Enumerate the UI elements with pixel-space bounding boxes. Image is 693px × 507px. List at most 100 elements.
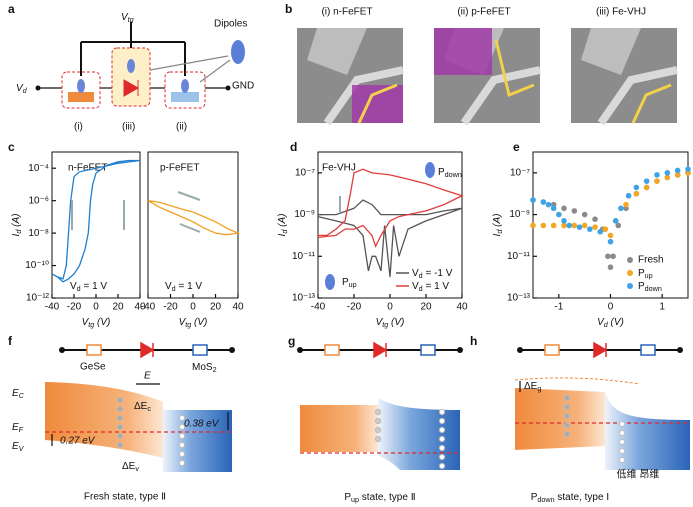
x-tick-label: -20 [163,302,178,313]
data-point [581,222,588,229]
charge [563,421,571,429]
x-axis-label-sub: tg [382,320,388,329]
x-tick-label: -40 [141,302,156,313]
data-point [607,264,614,270]
drain-label-sub: d [23,86,28,95]
device-label: (ii) [176,122,187,133]
x-axis-label-sub: tg [185,320,191,329]
charge [618,447,626,455]
dipole [181,79,189,93]
drain-label: Vd [16,83,28,95]
ev-label: EV [12,441,25,453]
flake [581,28,641,75]
legend-swatch [627,283,633,289]
data-point [685,166,691,172]
charge [618,429,626,437]
mos2-band [378,398,460,470]
legend-label: Pdown [638,281,662,293]
terminal [225,85,231,91]
charge [618,420,626,428]
charge [563,412,571,420]
x-axis-label: Vtg (V) [376,317,405,329]
x-axis-label: Vtg (V) [82,317,111,329]
x-tick-label: 0 [93,302,99,313]
terminal [677,347,683,353]
x-axis-label-rest: (V) [388,317,404,328]
electrode [460,66,541,126]
ef-label-main: E [12,422,19,433]
y-axis-label-rest: (A) [11,214,22,230]
annotation-main: V [165,281,172,292]
diode [123,79,140,97]
dev-label-main: ΔE [122,461,136,472]
y-axis-label-main: I [492,233,503,236]
image-title: (ii) p-FeFET [457,7,510,18]
legend-label-main: P [638,268,645,279]
data-point [664,174,671,181]
gap-label: 0.38 eV [184,419,220,430]
x-axis-label-rest: (V) [94,317,110,328]
flake [307,28,367,75]
n-device [544,344,560,356]
y-tick-label: 10⁻⁶ [28,195,49,206]
gate-label: Vtg [121,12,134,24]
x-axis-label-sub: d [604,320,609,329]
annotation: Pdown [438,167,462,179]
y-axis-label-rest: (A) [492,214,503,230]
annotation: Pup [342,277,357,289]
data-point [556,211,562,218]
charge [438,417,446,425]
data-line [317,199,463,278]
x-tick-label: 40 [232,302,244,313]
ground-label: GND [232,81,254,92]
x-axis-label-rest: (V) [608,317,624,328]
electrode [323,66,404,126]
data-point [654,172,660,178]
device-box [61,71,101,109]
ec-label: EC [12,388,25,400]
data-point [674,167,681,174]
charge [563,403,571,411]
panel-label: a [8,2,15,16]
dev-label: ΔEv [122,461,139,473]
charge [438,462,446,470]
gate-label-sub: tg [128,15,134,24]
y-tick-label: 10⁻¹³ [507,293,531,304]
data-point [633,184,640,191]
image-title: (iii) Fe-VHJ [596,7,646,18]
gese-band [45,382,163,458]
charge [438,453,446,461]
legend-label-main: V [412,281,419,292]
y-axis-label: Id (A) [277,214,289,237]
data-point [587,226,593,232]
annotation-main: P [438,167,445,178]
mos2-band [605,392,690,470]
charge [178,414,186,422]
legend-label-main: P [638,281,645,292]
legend-label-rest: = 1 V [423,281,450,292]
data-point [561,205,567,212]
dec-label-sub: c [147,404,151,413]
charge [374,435,382,443]
device-box [111,47,151,107]
x-tick-label: 0 [608,302,614,313]
data-point [610,253,616,260]
caption-rest: state, type Ⅱ [359,492,416,503]
dipole-icon [325,274,335,290]
dipole [127,59,135,73]
data-point [530,197,536,203]
legend-label-sub: up [645,271,653,280]
data-point [643,178,650,184]
data-point [561,222,567,229]
watermark: 低维 昂维 [617,468,660,481]
x-tick-label: 20 [420,302,432,313]
sweep-arrow [179,223,201,233]
data-point [612,218,619,224]
x-tick-label: 20 [112,302,124,313]
x-tick-label: -40 [311,302,326,313]
charge [178,441,186,449]
annotation: p-FeFET [160,163,199,174]
charge [116,423,124,431]
y-tick-label: 10⁻⁷ [295,167,315,178]
data-point [674,172,681,178]
